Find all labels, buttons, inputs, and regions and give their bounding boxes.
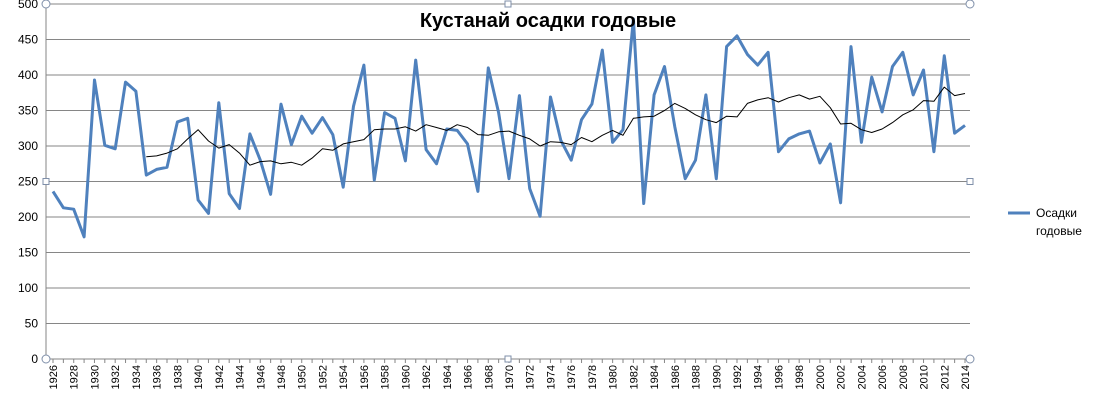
x-tick-label: 1952: [317, 365, 329, 389]
y-axis: 0 50 100 150 200 250 300 350 400 450 500: [18, 0, 38, 366]
y-tick-label: 0: [31, 352, 38, 366]
y-tick-label: 250: [18, 175, 38, 189]
x-tick-label: 2012: [939, 365, 951, 389]
legend-label-line-1: Осадки: [1036, 206, 1077, 220]
x-tick-label: 2008: [898, 365, 910, 389]
x-tick-label: 1990: [711, 365, 723, 389]
y-tick-label: 450: [18, 33, 38, 47]
x-tick-label: 2006: [877, 365, 889, 389]
x-tick-label: 1972: [525, 365, 537, 389]
y-tick-label: 50: [25, 317, 39, 331]
x-axis: 1926 1928 1930 1932 1934 1936 1938 1940 1942 1944…: [48, 359, 972, 389]
x-tick-label: 1982: [628, 365, 640, 389]
x-tick-label: 1928: [69, 365, 81, 389]
y-tick-label: 100: [18, 281, 38, 295]
x-tick-label: 1964: [442, 365, 454, 389]
x-tick-label: 1938: [172, 365, 184, 389]
x-tick-label: 1932: [110, 365, 122, 389]
x-tick-label: 1942: [214, 365, 226, 389]
series-line-osadki: [51, 17, 966, 239]
x-tick-label: 1948: [276, 365, 288, 389]
x-tick-label: 1926: [48, 365, 60, 389]
y-tick-label: 350: [18, 104, 38, 118]
legend: Осадки годовые: [1008, 206, 1082, 238]
x-tick-label: 1992: [732, 365, 744, 389]
x-tick-label: 1946: [255, 365, 267, 389]
x-tick-label: 1984: [649, 365, 661, 389]
x-tick-label: 1958: [380, 365, 392, 389]
y-tick-label: 200: [18, 210, 38, 224]
x-tick-label: 1962: [421, 365, 433, 389]
selection-handles[interactable]: [41, 0, 975, 364]
x-tick-label: 1954: [338, 365, 350, 389]
x-tick-label: 1998: [794, 365, 806, 389]
x-tick-label: 1950: [297, 365, 309, 389]
x-tick-label: 1978: [587, 365, 599, 389]
x-tick-label: 1966: [463, 365, 475, 389]
y-tick-label: 400: [18, 68, 38, 82]
resize-handle-side[interactable]: [42, 178, 50, 185]
x-tick-label: 1974: [545, 365, 557, 389]
resize-handle-corner[interactable]: [965, 354, 975, 364]
resize-handle-corner[interactable]: [965, 0, 975, 9]
resize-handle-side[interactable]: [504, 0, 512, 8]
x-tick-label: 2010: [919, 365, 931, 389]
x-tick-label: 1944: [235, 365, 247, 389]
resize-handle-side[interactable]: [966, 178, 974, 185]
x-tick-label: 2000: [815, 365, 827, 389]
x-tick-label: 2002: [836, 365, 848, 389]
x-tick-label: 2014: [960, 365, 972, 389]
x-tick-label: 1934: [131, 365, 143, 389]
x-tick-label: 2004: [856, 365, 868, 389]
y-tick-label: 500: [18, 0, 38, 11]
x-tick-label: 1930: [89, 365, 101, 389]
chart-title: Кустанай осадки годовые: [420, 10, 676, 32]
x-tick-label: 1936: [152, 365, 164, 389]
resize-handle-side[interactable]: [504, 355, 512, 363]
legend-label: Осадки годовые: [1036, 206, 1082, 238]
gridlines: [45, 3, 970, 360]
x-tick-label: 1994: [753, 365, 765, 389]
resize-handle-corner[interactable]: [41, 354, 51, 364]
x-tick-label: 1996: [773, 365, 785, 389]
x-tick-label: 1976: [566, 365, 578, 389]
x-tick-label: 1970: [504, 365, 516, 389]
x-tick-label: 1940: [193, 365, 205, 389]
x-tick-label: 1968: [483, 365, 495, 389]
y-tick-label: 150: [18, 246, 38, 260]
x-tick-label: 1988: [691, 365, 703, 389]
series-group: [51, 17, 966, 239]
x-tick-label: 1956: [359, 365, 371, 389]
x-tick-label: 1960: [400, 365, 412, 389]
x-tick-label: 1986: [670, 365, 682, 389]
series-line-moving-average: [146, 86, 966, 166]
x-tick-label: 1980: [608, 365, 620, 389]
legend-label-line-2: годовые: [1036, 224, 1082, 238]
resize-handle-corner[interactable]: [41, 0, 51, 9]
y-tick-label: 300: [18, 139, 38, 153]
